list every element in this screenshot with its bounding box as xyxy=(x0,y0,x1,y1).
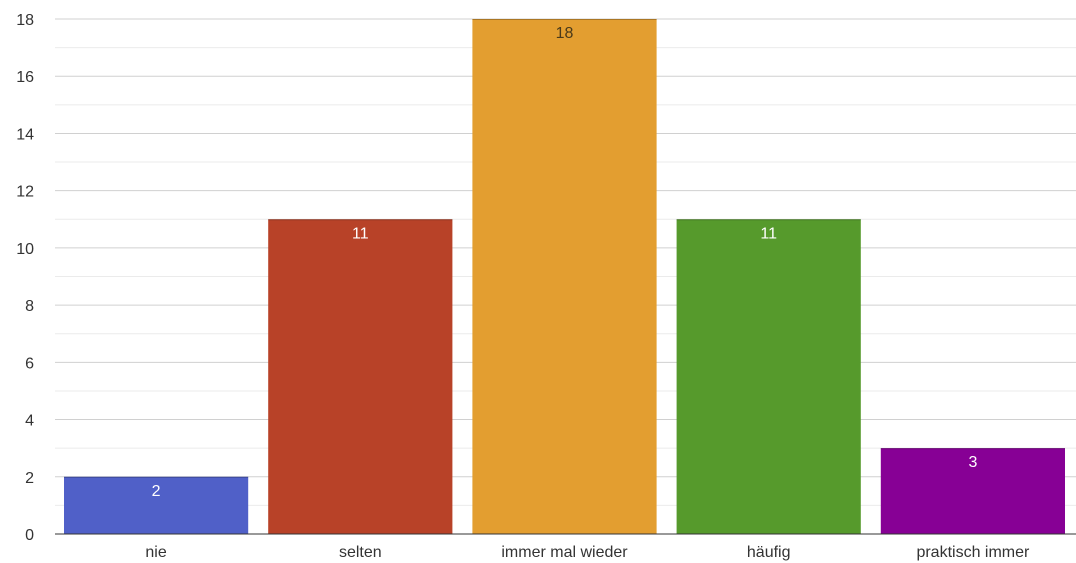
bar xyxy=(268,219,453,534)
data-label: 18 xyxy=(556,25,574,42)
y-tick-label: 6 xyxy=(25,355,34,372)
y-axis: 0 2 4 6 8 10 12 14 16 18 xyxy=(16,12,34,544)
x-tick-label: praktisch immer xyxy=(916,544,1030,561)
bar xyxy=(880,448,1065,534)
bar xyxy=(64,476,249,534)
bars: 2 11 18 11 3 xyxy=(64,19,1065,534)
y-tick-label: 16 xyxy=(16,69,34,86)
data-label: 11 xyxy=(760,225,777,242)
y-tick-label: 10 xyxy=(16,241,34,258)
bar xyxy=(472,19,657,534)
y-tick-label: 4 xyxy=(25,413,34,430)
y-tick-label: 8 xyxy=(25,298,34,315)
data-label: 3 xyxy=(968,454,977,471)
x-tick-label: immer mal wieder xyxy=(501,544,628,561)
x-tick-label: häufig xyxy=(747,544,791,561)
y-tick-label: 12 xyxy=(16,184,34,201)
y-tick-label: 14 xyxy=(16,126,34,143)
bar xyxy=(676,219,861,534)
y-tick-label: 0 xyxy=(25,527,34,544)
data-label: 2 xyxy=(152,483,161,500)
x-tick-label: selten xyxy=(339,544,382,561)
y-tick-label: 18 xyxy=(16,12,34,29)
y-tick-label: 2 xyxy=(25,470,34,487)
x-tick-label: nie xyxy=(145,544,166,561)
data-label: 11 xyxy=(352,225,369,242)
x-axis: nie selten immer mal wieder häufig praktisch… xyxy=(55,533,1076,561)
